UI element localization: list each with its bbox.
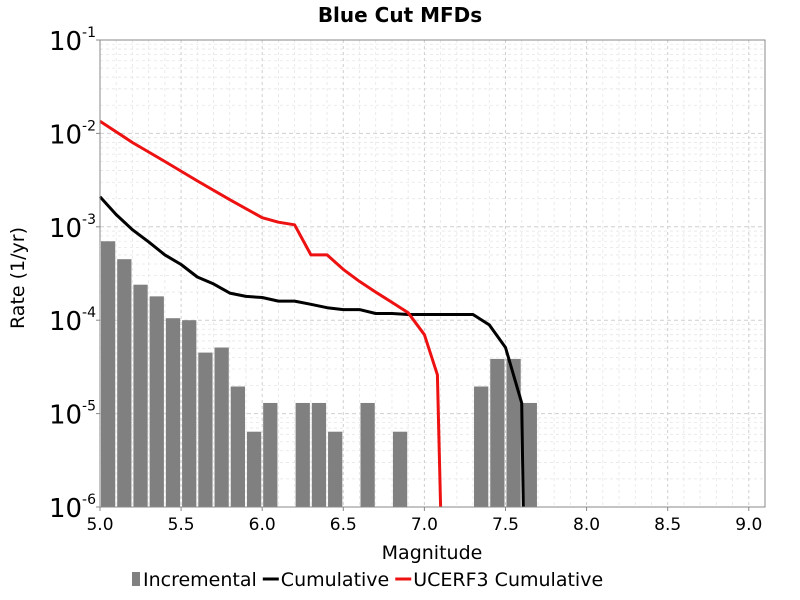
x-tick-label: 8.5 [654, 515, 681, 535]
x-tick-label: 6.0 [249, 515, 276, 535]
incremental-bar [328, 431, 343, 507]
incremental-bar [392, 431, 408, 507]
legend-label-ucerf3-cumulative: UCERF3 Cumulative [413, 569, 603, 591]
incremental-bar [311, 402, 327, 507]
y-tick-label: 10-2 [49, 118, 96, 150]
y-tick-label: 10-3 [49, 212, 96, 244]
cumulative-line [98, 195, 525, 508]
legend-swatch-incremental [132, 572, 140, 586]
incremental-bar [230, 386, 246, 507]
incremental-bar [360, 402, 375, 507]
incremental-bar [149, 296, 164, 507]
cumulative-lines [98, 119, 525, 508]
x-tick-label: 5.0 [86, 515, 113, 535]
x-tick-label: 8.0 [573, 515, 600, 535]
incremental-bar [295, 402, 310, 507]
x-tick-label: 5.5 [168, 515, 195, 535]
incremental-bar [133, 284, 148, 507]
incremental-bar [263, 402, 278, 507]
incremental-bar [165, 318, 181, 507]
incremental-bars [100, 241, 537, 508]
incremental-bar [474, 386, 489, 507]
plot-area [99, 39, 766, 508]
incremental-bar [246, 431, 262, 507]
incremental-bar [117, 259, 132, 507]
chart-title: Blue Cut MFDs [318, 3, 482, 27]
x-axis-ticks: 5.0 5.5 6.0 6.5 7.0 7.5 8.0 8.5 9.0 [86, 507, 762, 535]
legend-label-incremental: Incremental [143, 569, 257, 591]
y-axis-label: Rate (1/yr) [7, 227, 29, 329]
x-tick-label: 6.5 [330, 515, 357, 535]
x-tick-label: 9.0 [735, 515, 762, 535]
incremental-bar [198, 352, 213, 507]
incremental-bar [522, 402, 537, 507]
x-axis-label: Magnitude [382, 542, 483, 564]
incremental-bar [182, 320, 197, 507]
ucerf3-cumulative-line [99, 119, 443, 508]
incremental-bar [214, 347, 229, 507]
x-tick-label: 7.5 [492, 515, 519, 535]
incremental-bar [100, 241, 116, 508]
y-tick-label: 10-6 [49, 492, 96, 524]
incremental-bar [506, 358, 521, 507]
y-tick-label: 10-5 [49, 399, 96, 431]
incremental-bar [490, 358, 505, 507]
y-tick-label: 10-1 [49, 25, 96, 57]
legend-label-cumulative: Cumulative [281, 569, 389, 591]
y-axis-ticks: 10-6 10-5 10-4 10-3 10-2 10-1 [49, 25, 100, 524]
legend: Incremental Cumulative UCERF3 Cumulative [132, 569, 603, 591]
y-tick-label: 10-4 [49, 305, 96, 337]
x-tick-label: 7.0 [411, 515, 438, 535]
